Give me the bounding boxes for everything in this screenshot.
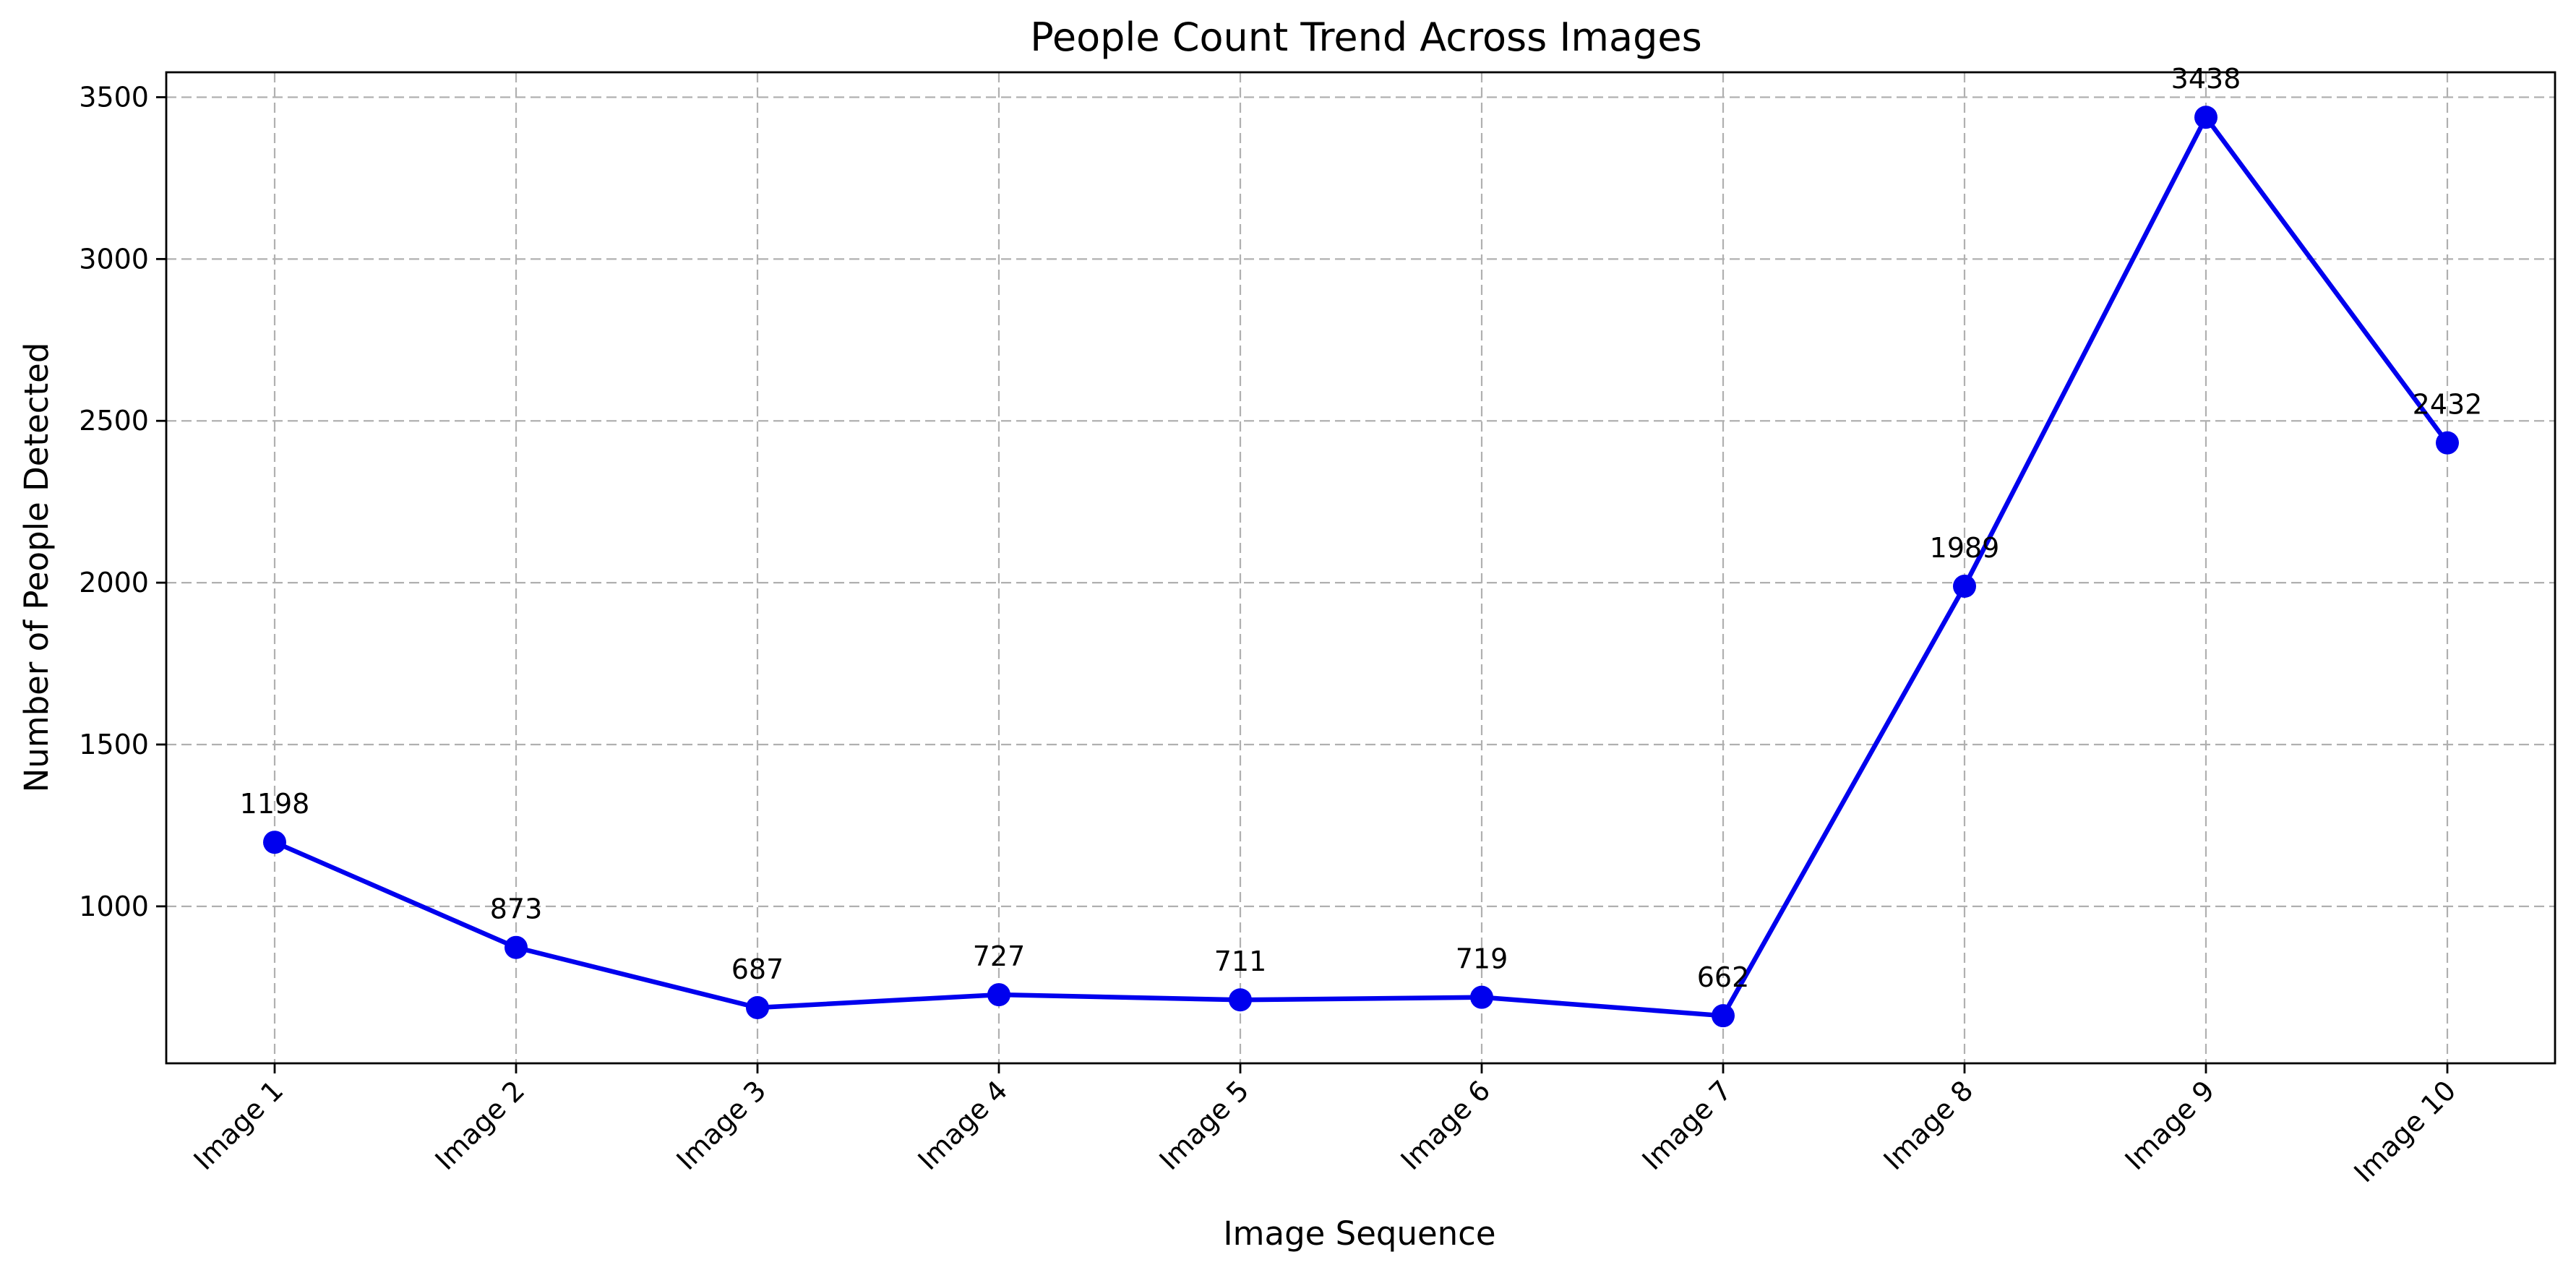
- x-tick-label: Image 9: [2118, 1074, 2220, 1176]
- data-point: [746, 995, 769, 1019]
- x-tick-label: Image 4: [911, 1074, 1013, 1176]
- x-axis-label: Image Sequence: [1223, 1214, 1495, 1253]
- y-axis-label: Number of People Detected: [17, 343, 56, 793]
- data-label: 662: [1697, 961, 1750, 993]
- x-tick-label: Image 5: [1153, 1074, 1255, 1176]
- axes-layer: Image 1 Image 2 Image 3 Image 4 Image 5 Image…: [79, 71, 2556, 1188]
- data-point: [1953, 575, 1976, 599]
- data-point: [2436, 431, 2459, 455]
- y-tick-label: 1000: [79, 891, 149, 922]
- data-point: [263, 831, 286, 854]
- y-tick-label: 2000: [79, 567, 149, 599]
- data-label: 1198: [240, 788, 310, 820]
- x-tick-label: Image 7: [1636, 1074, 1738, 1176]
- x-tick-label: Image 1: [187, 1074, 289, 1176]
- data-point: [505, 935, 528, 959]
- chart-title: People Count Trend Across Images: [1030, 14, 1701, 60]
- series-line: [272, 114, 2450, 1018]
- data-label: 873: [490, 893, 543, 925]
- y-tick-label: 3000: [79, 243, 149, 275]
- data-label: 687: [731, 953, 784, 985]
- y-tick-label: 2500: [79, 405, 149, 437]
- data-point: [2194, 106, 2217, 129]
- x-tick-label: Image 6: [1394, 1074, 1496, 1176]
- data-label: 711: [1214, 945, 1267, 977]
- x-tick-label: Image 2: [429, 1074, 531, 1176]
- grid-layer: [166, 72, 2555, 1063]
- data-label: 3438: [2171, 63, 2241, 95]
- data-label: 2432: [2413, 389, 2483, 421]
- y-tick-label: 3500: [79, 81, 149, 113]
- x-tick-label: Image 3: [670, 1074, 772, 1176]
- data-point: [1712, 1004, 1735, 1028]
- data-point: [1229, 988, 1252, 1012]
- data-label: 719: [1456, 943, 1508, 975]
- data-label: 727: [973, 940, 1026, 972]
- plot-frame: [165, 71, 2556, 1065]
- data-point: [987, 983, 1010, 1007]
- data-labels-layer: 1198 873 687 727 711 719 662 1989 3438 2432: [240, 63, 2483, 993]
- x-tick-label: Image 8: [1877, 1074, 1979, 1176]
- data-label: 1989: [1930, 532, 2000, 564]
- y-tick-label: 1500: [79, 729, 149, 760]
- data-point: [1470, 985, 1493, 1009]
- x-tick-label: Image 10: [2348, 1074, 2462, 1188]
- series-layer: [263, 106, 2459, 1028]
